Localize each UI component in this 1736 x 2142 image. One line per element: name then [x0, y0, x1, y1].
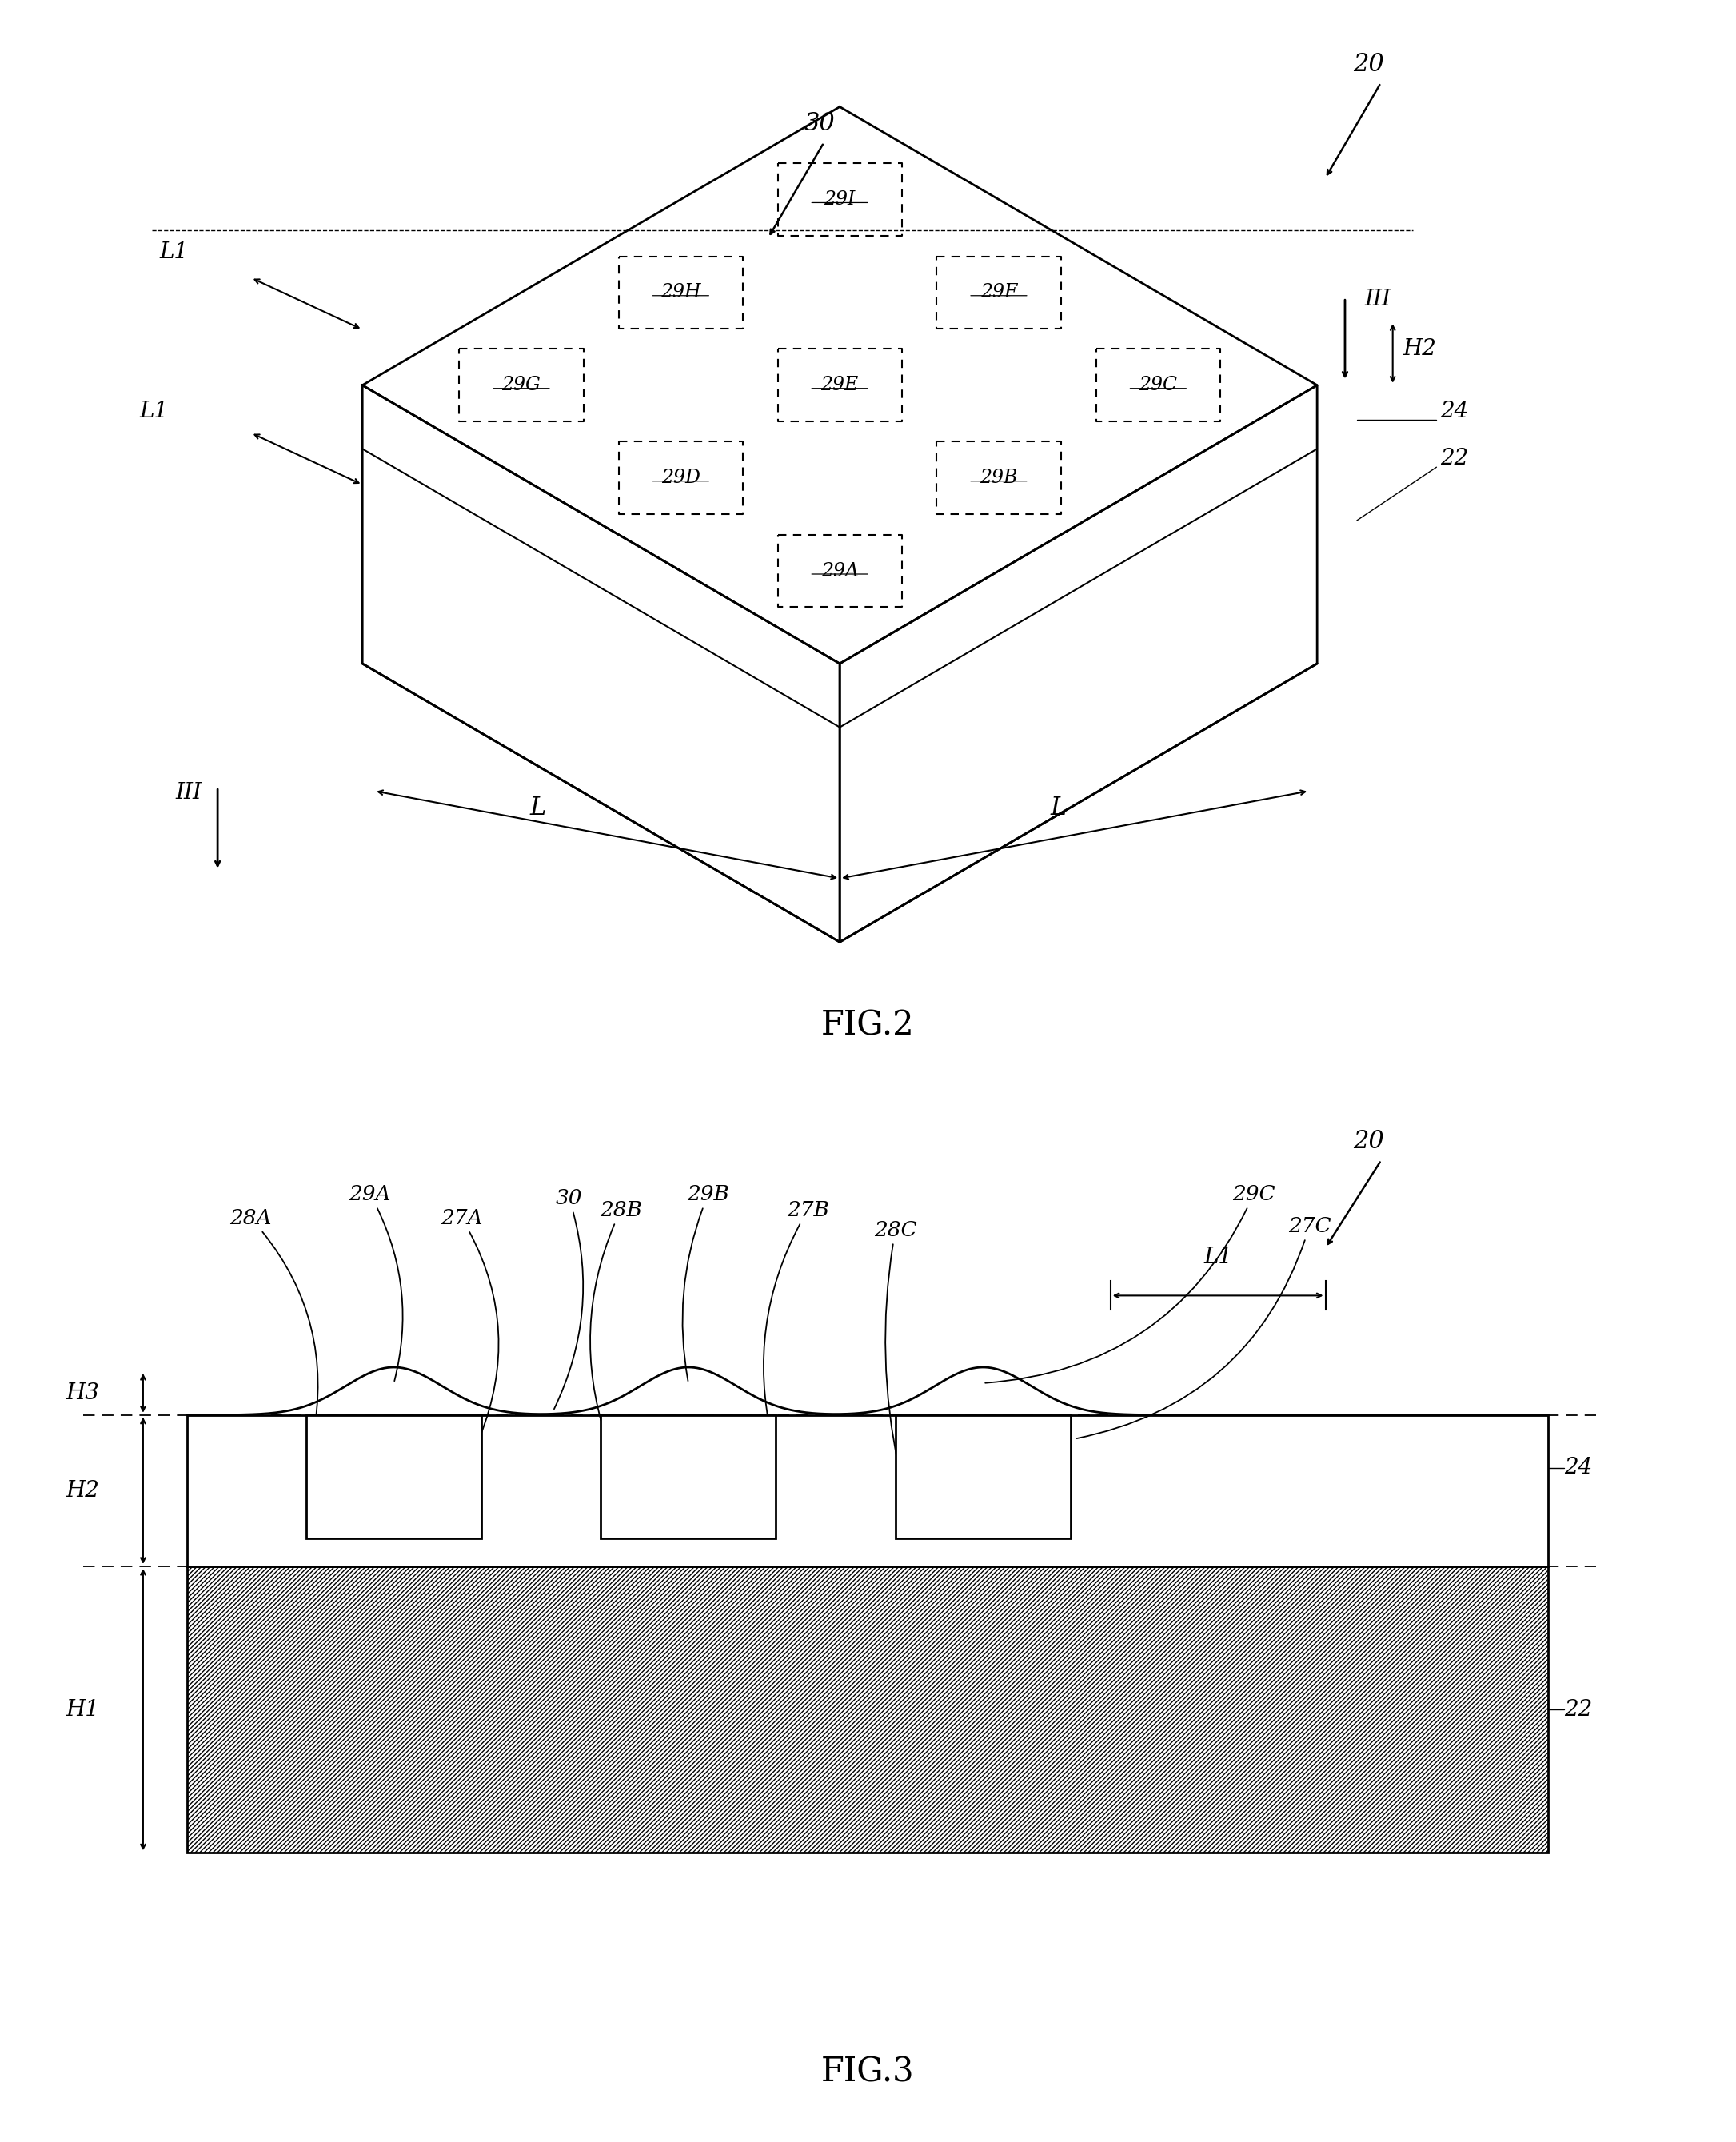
Text: 27A: 27A — [441, 1208, 498, 1437]
Text: H2: H2 — [1403, 338, 1436, 360]
Text: FIG.2: FIG.2 — [821, 1009, 915, 1043]
Text: 20: 20 — [1352, 51, 1384, 77]
Text: 29F: 29F — [981, 283, 1017, 302]
Text: 29B: 29B — [979, 469, 1017, 486]
Text: FIG.3: FIG.3 — [821, 2054, 915, 2088]
Text: 24: 24 — [1564, 1457, 1592, 1478]
Text: L1: L1 — [139, 401, 168, 422]
Text: L1: L1 — [160, 242, 187, 263]
Text: 27B: 27B — [764, 1200, 830, 1437]
Text: 22: 22 — [1441, 448, 1469, 469]
Text: 29C: 29C — [986, 1185, 1276, 1384]
Text: 28A: 28A — [229, 1208, 318, 1437]
Text: 29G: 29G — [502, 377, 542, 394]
Text: H3: H3 — [66, 1382, 99, 1403]
Text: 30: 30 — [554, 1189, 583, 1409]
Text: 29I: 29I — [825, 191, 856, 208]
Bar — [601, 1416, 776, 1538]
Text: 22: 22 — [1564, 1699, 1592, 1720]
Text: III: III — [175, 782, 201, 803]
Bar — [187, 1566, 1549, 1853]
Text: 30: 30 — [804, 111, 835, 137]
Text: 27C: 27C — [1076, 1217, 1332, 1439]
Text: 29B: 29B — [682, 1185, 729, 1382]
Text: L: L — [1050, 795, 1068, 820]
Text: III: III — [1364, 289, 1391, 311]
Text: 29A: 29A — [349, 1185, 403, 1382]
Text: L: L — [529, 795, 545, 820]
Text: 20: 20 — [1354, 1129, 1384, 1155]
Text: 28C: 28C — [873, 1219, 917, 1469]
Text: 29D: 29D — [661, 469, 700, 486]
Text: 29H: 29H — [661, 283, 701, 302]
Bar — [187, 1566, 1549, 1853]
Text: 29A: 29A — [821, 561, 859, 580]
Text: 28B: 28B — [590, 1200, 642, 1437]
Bar — [306, 1416, 481, 1538]
Text: 29E: 29E — [821, 377, 859, 394]
Bar — [187, 1416, 1549, 1566]
Bar — [896, 1416, 1071, 1538]
Text: L1: L1 — [1203, 1247, 1233, 1268]
Text: 24: 24 — [1441, 401, 1469, 422]
Text: 29C: 29C — [1139, 377, 1177, 394]
Text: H1: H1 — [66, 1699, 99, 1720]
Text: H2: H2 — [66, 1480, 99, 1502]
